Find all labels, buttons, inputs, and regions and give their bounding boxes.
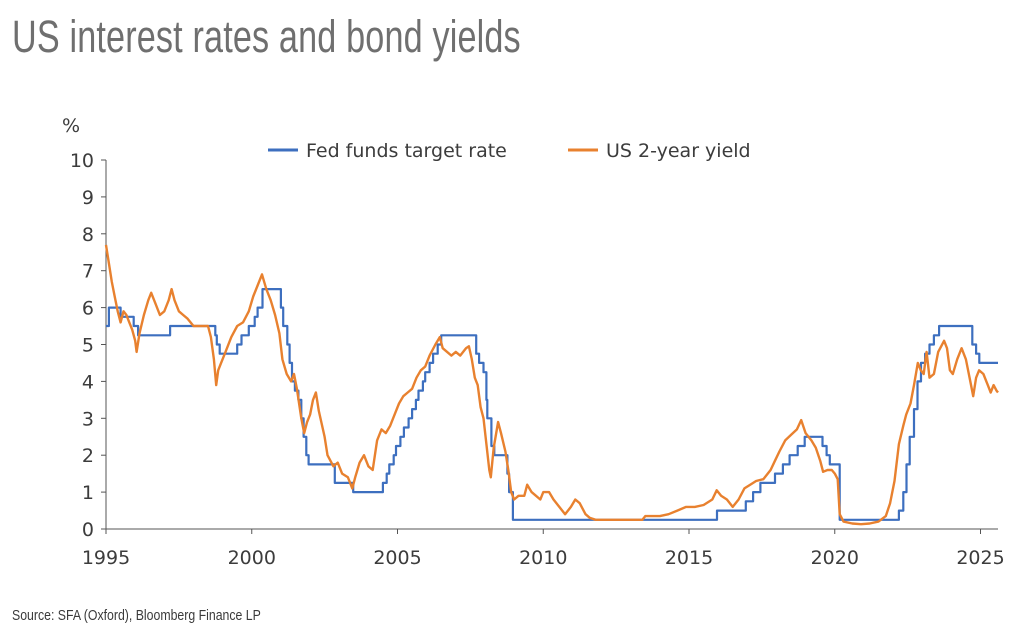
legend-label: US 2-year yield <box>606 140 751 162</box>
series-line-fed-funds-target-rate <box>106 288 998 521</box>
x-tick-label: 2010 <box>519 547 567 569</box>
legend-label: Fed funds target rate <box>306 140 507 162</box>
legend: Fed funds target rate US 2-year yield <box>268 140 751 162</box>
y-tick-label: 0 <box>82 519 94 541</box>
y-tick-label: 5 <box>82 335 94 357</box>
y-tick-label: 1 <box>82 482 94 504</box>
y-tick-label: 8 <box>82 224 94 246</box>
y-axis-unit-label: % <box>62 115 80 137</box>
y-tick-label: 10 <box>70 150 94 172</box>
x-tick-label: 2015 <box>665 547 713 569</box>
source-note: Source: SFA (Oxford), Bloomberg Finance … <box>12 607 261 624</box>
series-line-us-2-year-yield <box>104 244 999 526</box>
y-tick-label: 7 <box>82 261 94 283</box>
axes: 0 1 2 3 4 5 6 7 8 9 10 1995 2000 2005 2010 2015 2020 2025 <box>70 150 1005 569</box>
y-tick-label: 2 <box>82 445 94 467</box>
y-tick-label: 3 <box>82 408 94 430</box>
y-tick-label: 6 <box>82 298 94 320</box>
chart-title: US interest rates and bond yields <box>12 11 521 62</box>
x-tick-label: 2020 <box>811 547 859 569</box>
x-tick-label: 2025 <box>956 547 1004 569</box>
series-lines <box>104 244 999 526</box>
x-tick-label: 1995 <box>82 547 130 569</box>
x-tick-label: 2005 <box>373 547 421 569</box>
line-chart: 0 1 2 3 4 5 6 7 8 9 10 1995 2000 2005 2010 2015 2020 2025… <box>62 115 1005 569</box>
x-tick-label: 2000 <box>228 547 276 569</box>
y-tick-label: 9 <box>82 187 94 209</box>
y-tick-label: 4 <box>82 371 94 393</box>
